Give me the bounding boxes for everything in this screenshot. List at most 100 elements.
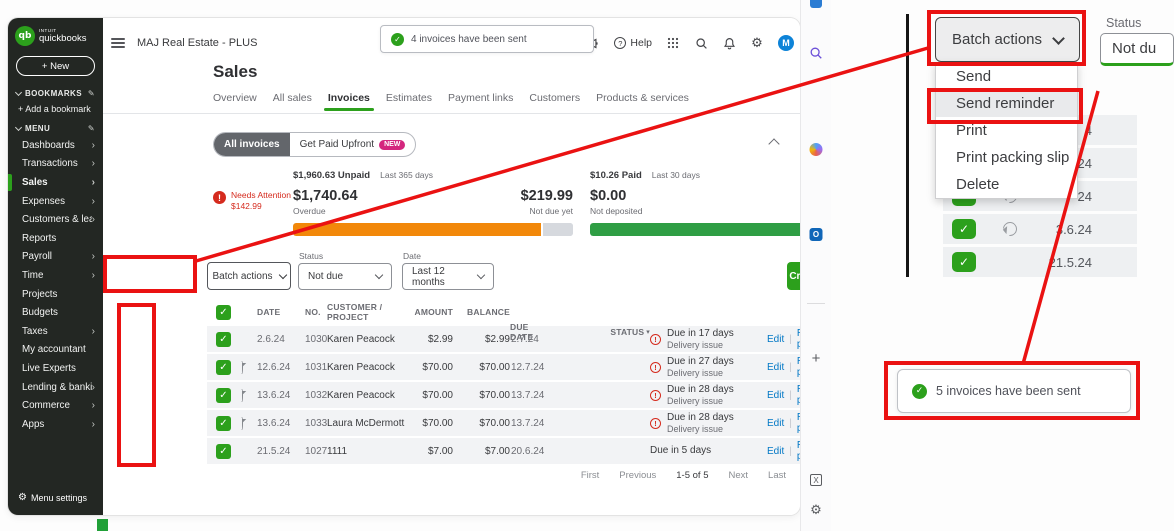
sidebar-item-transactions[interactable]: Transactions › [22,158,95,170]
col-date[interactable]: DATE [257,307,281,317]
settings-gear-icon[interactable]: ⚙ [751,35,763,51]
edit-link[interactable]: Edit [767,389,785,401]
paid-progress-bar[interactable] [590,223,800,236]
col-balance[interactable]: BALANCE [467,307,510,317]
tab-products-services[interactable]: Products & services [596,92,689,104]
row-checkbox[interactable]: ✓ [216,359,231,375]
date-filter-dropdown[interactable]: Last 12 months [402,263,494,290]
batch-actions-button[interactable]: Batch actions [207,262,291,290]
invoice-row[interactable]: ✓ 2.6.24 1030 Karen Peacock $2.99 $2.99 … [207,326,800,354]
pagination-first[interactable]: First [580,470,600,481]
pagination-last[interactable]: Last [768,470,786,481]
add-bookmark-button[interactable]: + Add a bookmark [18,104,91,114]
sidebar-item-time[interactable]: Time › [22,269,95,281]
col-due-date[interactable]: DUE DATE [510,322,534,342]
overlay-row-checkbox[interactable]: ✓ [952,219,976,239]
menu-item-print[interactable]: Print [956,122,987,139]
menu-item-send[interactable]: Send [956,68,992,85]
pagination-previous[interactable]: Previous [619,470,657,481]
edit-menu-icon[interactable]: ✎ [87,124,95,133]
tab-payment-links[interactable]: Payment links [448,92,514,104]
status-filter-dropdown[interactable]: Not due [298,263,392,290]
hamburger-menu-icon[interactable] [111,38,125,48]
edit-bookmarks-icon[interactable]: ✎ [87,89,95,98]
tab-overview[interactable]: Overview [213,92,257,104]
collapse-money-bar-icon[interactable] [768,138,780,150]
menu-item-print-packing-slip[interactable]: Print packing slip [956,149,1070,166]
receive-payment-link[interactable]: Receive payment [796,384,800,406]
cell-due-date: 13.7.24 [511,389,545,401]
rail-outlook-icon[interactable]: O [809,228,823,241]
sidebar-item-expenses[interactable]: Expenses › [22,195,95,207]
invoice-row[interactable]: ✓ 13.6.24 1033 Laura McDermott $70.00 $7… [207,410,800,438]
edit-link[interactable]: Edit [767,445,785,457]
needs-attention[interactable]: ! Needs Attention $142.99 [213,190,293,211]
tab-estimates[interactable]: Estimates [385,92,433,104]
unpaid-progress-bar[interactable] [293,223,573,236]
rail-settings-gear-icon[interactable]: ⚙ [810,503,822,518]
rail-copilot-icon[interactable] [809,143,823,156]
select-all-checkbox[interactable]: ✓ [216,304,231,320]
search-icon[interactable] [694,36,708,50]
sidebar-item-reports[interactable]: Reports [22,232,57,244]
overdue-bar-segment[interactable] [293,223,541,236]
col-no[interactable]: NO. [305,307,321,317]
notifications-bell-icon[interactable] [722,36,736,50]
receive-payment-link[interactable]: Receive payment [796,440,800,462]
not-due-bar-segment[interactable] [540,223,573,236]
sidebar-item-budgets[interactable]: Budgets [22,307,58,319]
sidebar-item-customers-leads[interactable]: Customers & leads› [22,214,95,226]
user-avatar[interactable]: M [778,35,794,51]
col-amount[interactable]: AMOUNT [414,307,453,317]
company-name[interactable]: MAJ Real Estate - PLUS [137,37,258,49]
invoice-row[interactable]: ✓ 13.6.24 1032 Karen Peacock $70.00 $70.… [207,382,800,410]
edit-link[interactable]: Edit [767,417,785,429]
get-paid-upfront-segment[interactable]: Get Paid Upfront NEW [290,139,416,150]
tab-all-sales[interactable]: All sales [272,92,312,104]
invoice-row[interactable]: ✓ 21.5.24 1027 1111 $7.00 $7.00 20.6.24 … [207,438,800,466]
overlay-batch-actions-button[interactable]: Batch actions [935,17,1080,62]
new-button[interactable]: + New [16,56,95,76]
menu-settings-button[interactable]: ⚙ Menu settings [8,484,103,515]
edit-link[interactable]: Edit [767,333,785,345]
menu-item-send-reminder[interactable]: Send reminder [936,90,1077,117]
rail-add-icon[interactable]: + [811,350,821,367]
rail-search-icon[interactable] [809,46,823,60]
row-checkbox[interactable]: ✓ [216,415,231,431]
menu-section-header[interactable]: MENU ✎ [8,119,103,136]
receive-payment-link[interactable]: Receive payment [796,412,800,434]
bookmarks-section-header[interactable]: BOOKMARKS ✎ [8,84,103,101]
overlay-row-checkbox[interactable]: ✓ [952,252,976,272]
apps-grid-icon[interactable] [666,36,680,50]
rail-excel-icon[interactable]: X [810,474,822,486]
sidebar-item-my-accountant[interactable]: My accountant [22,344,86,356]
receive-payment-link[interactable]: Receive payment [796,356,800,378]
sidebar-item-taxes[interactable]: Taxes › [22,325,95,337]
sidebar-item-payroll[interactable]: Payroll › [22,251,95,263]
sidebar-item-commerce[interactable]: Commerce › [22,400,95,412]
sidebar-item-sales[interactable]: Sales › [8,173,103,192]
pagination-next[interactable]: Next [728,470,749,481]
edit-link[interactable]: Edit [767,361,785,373]
sidebar-item-lending-banking[interactable]: Lending & banking› [22,381,95,393]
create-invoice-button[interactable]: Create invoice [787,262,800,290]
sidebar-item-dashboards[interactable]: Dashboards › [22,139,95,151]
col-customer[interactable]: CUSTOMER / PROJECT [327,302,383,322]
receive-payment-link[interactable]: Receive payment [796,328,800,350]
menu-item-delete[interactable]: Delete [956,176,1000,193]
all-invoices-segment[interactable]: All invoices [214,133,290,156]
sidebar-item-projects[interactable]: Projects [22,288,58,300]
invoice-row[interactable]: ✓ 12.6.24 1031 Karen Peacock $70.00 $70.… [207,354,800,382]
row-checkbox[interactable]: ✓ [216,331,231,347]
chevron-right-icon: › [91,158,95,170]
overlay-status-dropdown[interactable]: Not du [1100,33,1174,66]
deposited-bar-segment[interactable] [590,223,800,236]
row-checkbox[interactable]: ✓ [216,443,231,459]
sidebar-item-apps[interactable]: Apps › [22,418,95,430]
row-checkbox[interactable]: ✓ [216,387,231,403]
tab-customers[interactable]: Customers [529,92,581,104]
col-status[interactable]: STATUS [610,327,645,337]
tab-invoices[interactable]: Invoices [323,92,374,111]
help-button[interactable]: ? Help [614,37,652,49]
sidebar-item-live-experts[interactable]: Live Experts [22,362,76,374]
